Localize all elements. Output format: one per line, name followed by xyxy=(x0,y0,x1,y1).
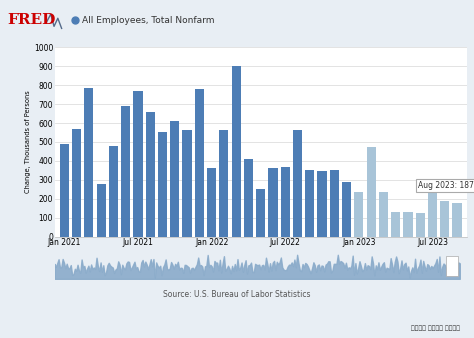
Bar xyxy=(121,105,130,237)
Bar xyxy=(268,168,278,237)
Bar xyxy=(182,130,191,237)
Bar xyxy=(440,201,449,237)
Text: All Employees, Total Nonfarm: All Employees, Total Nonfarm xyxy=(82,16,214,25)
Bar xyxy=(84,88,93,237)
Bar xyxy=(453,202,462,237)
Bar xyxy=(281,167,290,237)
Y-axis label: Change, Thousands of Persons: Change, Thousands of Persons xyxy=(25,91,31,193)
Bar xyxy=(60,144,69,237)
Bar xyxy=(416,213,425,237)
Bar xyxy=(256,189,265,237)
Bar xyxy=(354,192,364,237)
Bar xyxy=(146,112,155,237)
Bar xyxy=(219,130,228,237)
Bar xyxy=(195,89,204,237)
Bar xyxy=(366,147,376,237)
Text: Aug 2023: 187: Aug 2023: 187 xyxy=(418,181,474,190)
Bar xyxy=(207,168,216,237)
Bar xyxy=(293,130,302,237)
Bar xyxy=(158,131,167,237)
FancyBboxPatch shape xyxy=(446,256,458,276)
Bar xyxy=(232,66,241,237)
Bar xyxy=(244,159,253,237)
Bar xyxy=(391,212,401,237)
Text: FRED: FRED xyxy=(7,13,55,27)
Bar xyxy=(342,182,351,237)
Bar xyxy=(72,129,81,237)
Bar xyxy=(428,185,437,237)
Text: 박윌도의 미국주식 탐구생활: 박윌도의 미국주식 탐구생활 xyxy=(411,325,460,331)
Bar xyxy=(403,212,412,237)
Bar xyxy=(305,170,314,237)
Bar xyxy=(170,121,179,237)
Bar xyxy=(109,146,118,237)
Bar xyxy=(318,171,327,237)
Bar xyxy=(330,170,339,237)
Bar xyxy=(97,184,106,237)
Bar xyxy=(379,192,388,237)
Text: Source: U.S. Bureau of Labor Statistics: Source: U.S. Bureau of Labor Statistics xyxy=(163,290,311,298)
Bar xyxy=(133,91,143,237)
